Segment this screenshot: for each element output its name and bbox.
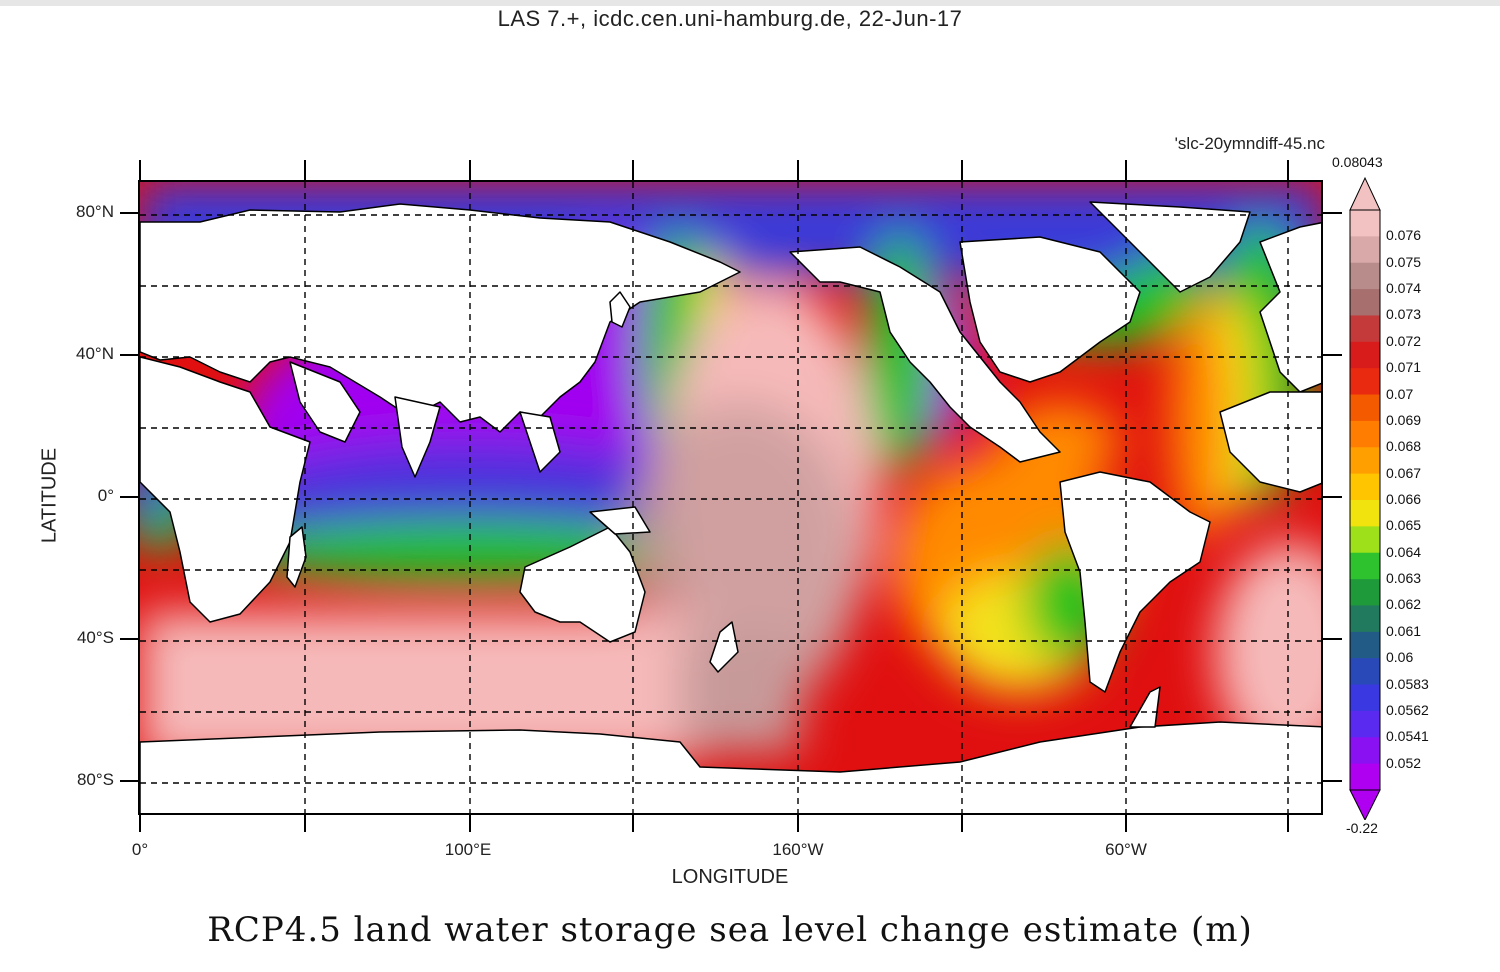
lat-tick-0: 0° <box>97 486 114 505</box>
file-label: 'slc-20ymndiff-45.nc <box>1174 134 1325 153</box>
colorbar-swatch <box>1350 763 1380 791</box>
africa-west <box>1219 391 1321 493</box>
southern-ocean-grey <box>680 632 800 752</box>
colorbar-tick-label: 0.06 <box>1386 649 1414 666</box>
colorbar-swatch <box>1350 315 1380 343</box>
x-axis-title: LONGITUDE <box>671 866 789 888</box>
africa <box>140 356 311 623</box>
lon-tick-60w: 60°W <box>1105 840 1147 859</box>
colorbar-max-label: 0.08043 <box>1332 154 1383 170</box>
colorbar-tick-label: 0.067 <box>1386 464 1422 481</box>
colorbar-tick-label: 0.076 <box>1386 227 1422 244</box>
lat-tick-80s: 80°S <box>76 770 114 789</box>
colorbar-swatch <box>1350 605 1380 633</box>
south-atlantic-pink <box>1215 542 1321 762</box>
colorbar-swatch <box>1350 579 1380 606</box>
colorbar-min-arrow <box>1349 789 1381 820</box>
colorbar-tick-label: 0.074 <box>1386 280 1422 297</box>
colorbar-swatch <box>1350 289 1380 316</box>
india <box>394 396 441 478</box>
europe-west <box>1259 222 1321 393</box>
colorbar-swatch <box>1350 473 1380 501</box>
north-america <box>789 246 1061 463</box>
colorbar-swatch <box>1350 262 1380 290</box>
colorbar-tick-label: 0.064 <box>1386 543 1422 560</box>
colorbar-tick-label: 0.075 <box>1386 253 1422 270</box>
colorbar-tick-label: 0.062 <box>1386 596 1422 613</box>
lat-tick-40n: 40°N <box>76 344 114 363</box>
lon-tick-0: 0° <box>131 840 149 859</box>
australia <box>519 526 646 643</box>
map-caption: RCP4.5 land water storage sea level chan… <box>207 910 1253 950</box>
colorbar-swatch <box>1350 658 1380 686</box>
colorbar-swatch <box>1350 394 1380 422</box>
colorbar-tick-label: 0.071 <box>1386 359 1422 376</box>
colorbar-swatch <box>1350 341 1380 369</box>
colorbar-swatch <box>1350 710 1380 738</box>
colorbar-swatch <box>1350 236 1380 264</box>
new-zealand <box>709 621 739 673</box>
colorbar-min-label: -0.22 <box>1346 820 1378 836</box>
colorbar-swatch <box>1350 631 1380 659</box>
colorbar-tick-label: 0.07 <box>1386 385 1414 402</box>
colorbar-tick-label: 0.061 <box>1386 622 1422 639</box>
east-atlantic-orange <box>1170 302 1230 542</box>
greenland <box>1089 201 1251 293</box>
colorbar-frame <box>1349 209 1381 791</box>
plot-header: LAS 7.+, icdc.cen.uni-hamburg.de, 22-Jun… <box>497 6 963 31</box>
colorbar-tick-label: 0.0583 <box>1386 675 1429 692</box>
lat-tick-40s: 40°S <box>76 628 114 647</box>
southeast-asia <box>519 411 561 473</box>
colorbar-swatch <box>1350 552 1380 580</box>
colorbar <box>1349 176 1381 820</box>
arabia <box>289 361 361 443</box>
colorbar-tick-label: 0.052 <box>1386 754 1422 771</box>
colorbar-tick-label: 0.0541 <box>1386 728 1429 745</box>
japan <box>609 291 631 328</box>
lon-tick-100e: 100°E <box>444 840 492 859</box>
land <box>140 201 1321 813</box>
lon-tick-160w: 160°W <box>772 840 824 859</box>
colorbar-swatch <box>1350 368 1380 396</box>
colorbar-swatch <box>1350 447 1380 475</box>
colorbar-swatch <box>1350 420 1380 448</box>
y-axis-title: LATITUDE <box>38 447 61 544</box>
colorbar-swatch <box>1350 210 1380 237</box>
colorbar-tick-label: 0.063 <box>1386 570 1422 587</box>
sea-level-map <box>140 182 1321 813</box>
colorbar-tick-label: 0.065 <box>1386 517 1422 534</box>
grid <box>140 182 1321 813</box>
colorbar-swatch <box>1350 526 1380 554</box>
colorbar-swatch <box>1350 500 1380 527</box>
map-panel <box>138 180 1323 815</box>
colorbar-tick-label: 0.068 <box>1386 438 1422 455</box>
colorbar-tick-label: 0.066 <box>1386 491 1422 507</box>
colorbar-tick-label: 0.0562 <box>1386 701 1429 718</box>
south-america <box>1059 471 1211 693</box>
new-guinea <box>589 506 651 535</box>
colorbar-tick-label: 0.069 <box>1386 411 1422 428</box>
antarctic-peninsula <box>1129 686 1161 728</box>
colorbar-max-arrow <box>1349 176 1381 211</box>
lat-tick-80n: 80°N <box>76 202 114 221</box>
top-strip <box>0 0 1500 6</box>
antarctica <box>140 721 1321 813</box>
colorbar-tick-label: 0.073 <box>1386 306 1422 323</box>
colorbar-swatch <box>1350 684 1380 712</box>
axis-ticks <box>120 160 1342 832</box>
colorbar-tick-label: 0.072 <box>1386 332 1422 349</box>
colorbar-swatch <box>1350 737 1380 765</box>
